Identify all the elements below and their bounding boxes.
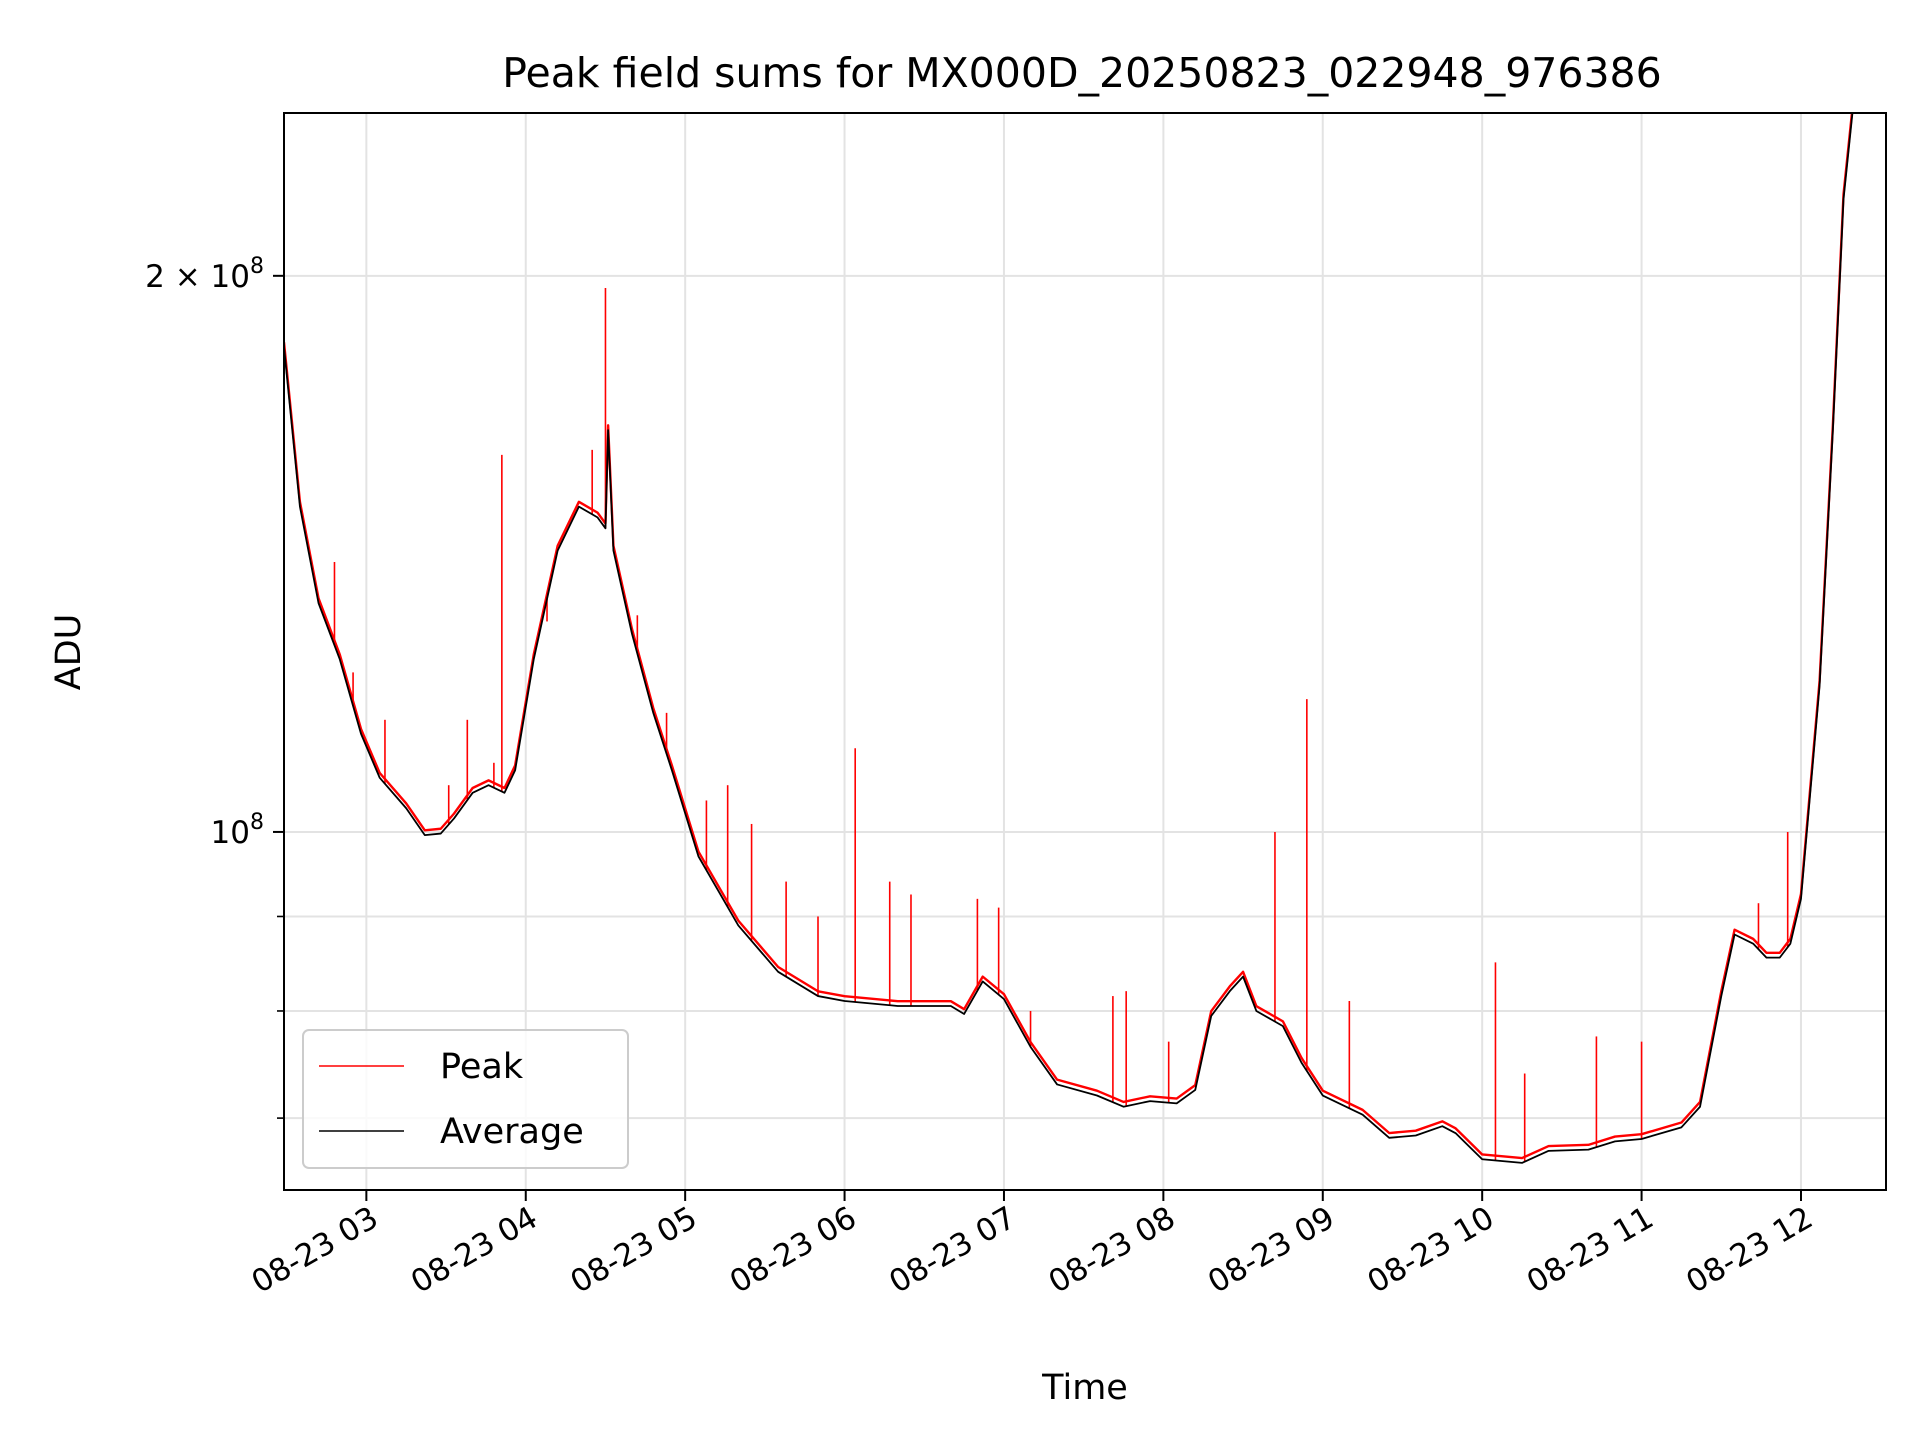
y-tick-label: 2 × 108 <box>145 254 264 295</box>
grid <box>284 113 1886 1190</box>
legend: Peak Average <box>302 1029 629 1169</box>
x-axis-label: Time <box>1041 1368 1128 1408</box>
legend-box <box>302 1029 629 1169</box>
y-tick-label: 108 <box>211 810 264 851</box>
series <box>284 113 1854 1164</box>
y-axis-label: ADU <box>49 614 89 691</box>
chart-title: Peak field sums for MX000D_20250823_0229… <box>502 49 1661 97</box>
y-axis: 108 2 × 108 <box>145 254 284 1119</box>
legend-label-average: Average <box>440 1112 584 1152</box>
plot-frame <box>283 112 1887 1191</box>
average-series-line <box>284 113 1854 1164</box>
legend-label-peak: Peak <box>440 1047 524 1087</box>
